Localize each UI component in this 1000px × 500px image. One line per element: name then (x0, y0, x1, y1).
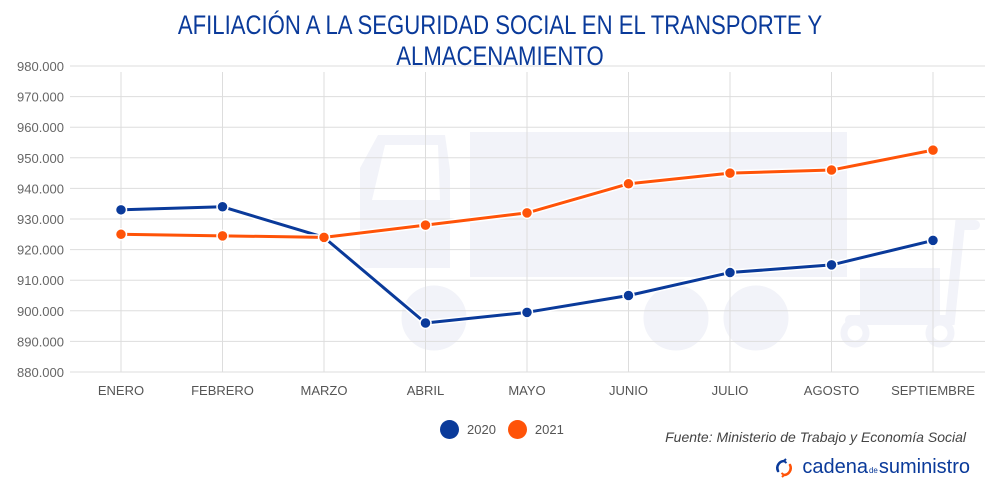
x-tick-label: JULIO (712, 383, 749, 398)
legend-label: 2020 (467, 422, 496, 437)
data-point-2021[interactable] (419, 218, 432, 232)
y-tick-label: 880.000 (17, 365, 64, 380)
data-point-2021[interactable] (622, 177, 635, 191)
x-tick-label: MARZO (301, 383, 348, 398)
series-layer (114, 143, 940, 330)
y-tick-label: 960.000 (17, 120, 64, 135)
y-axis: 980.000 970.000 960.000 950.000 940.000 930.0… (17, 59, 64, 380)
data-point-2021[interactable] (114, 228, 128, 241)
y-tick-label: 910.000 (17, 273, 64, 288)
x-tick-label: ENERO (98, 383, 144, 398)
cycle-arrows-icon (776, 457, 793, 478)
x-tick-label: SEPTIEMBRE (891, 383, 975, 398)
legend-item-2020[interactable]: 2020 (440, 420, 496, 439)
x-tick-label: MAYO (508, 383, 545, 398)
brand-text-2: de (868, 466, 878, 475)
data-point-2020[interactable] (622, 289, 635, 302)
chart-title: AFILIACIÓN A LA SEGURIDAD SOCIAL EN EL T… (177, 10, 823, 71)
series-2021 (114, 143, 940, 244)
x-axis: ENERO FEBRERO MARZO ABRIL MAYO JUNIO JULIO AGOS… (98, 383, 975, 398)
x-tick-label: AGOSTO (804, 383, 859, 398)
data-point-2020[interactable] (520, 306, 534, 319)
y-tick-label: 940.000 (17, 181, 64, 196)
y-tick-label: 890.000 (17, 334, 64, 349)
grid (70, 65, 985, 373)
truck-watermark-icon (360, 132, 980, 354)
legend-item-2021[interactable]: 2021 (507, 420, 564, 439)
legend-label: 2021 (534, 422, 564, 437)
data-point-2021[interactable] (825, 163, 838, 177)
data-point-2020[interactable] (216, 200, 229, 214)
data-point-2020[interactable] (419, 316, 432, 330)
legend: 2020 2021 (440, 420, 570, 439)
x-tick-label: JUNIO (609, 383, 648, 398)
y-tick-label: 970.000 (17, 90, 64, 105)
x-tick-label: FEBRERO (191, 383, 254, 398)
data-point-2021[interactable] (317, 231, 331, 244)
legend-marker-2021 (507, 420, 527, 439)
y-tick-label: 920.000 (17, 243, 64, 258)
data-point-2021[interactable] (520, 206, 534, 220)
data-point-2020[interactable] (114, 203, 128, 217)
brand-text-1: cadena (802, 456, 868, 478)
data-point-2021[interactable] (926, 143, 940, 157)
y-tick-label: 950.000 (17, 151, 64, 166)
data-point-2021[interactable] (216, 229, 229, 243)
data-point-2021[interactable] (723, 166, 737, 180)
y-tick-label: 980.000 (17, 59, 64, 74)
brand-text-3: suministro (878, 456, 970, 478)
data-point-2020[interactable] (825, 258, 838, 272)
x-tick-label: ABRIL (407, 383, 445, 398)
source-note: Fuente: Ministerio de Trabajo y Economía… (665, 429, 966, 445)
data-point-2020[interactable] (926, 234, 940, 247)
y-tick-label: 900.000 (17, 304, 64, 319)
legend-marker-2020 (440, 420, 459, 439)
data-point-2020[interactable] (723, 266, 737, 279)
brand-logo: cadena de suministro (774, 456, 970, 479)
y-tick-label: 930.000 (17, 212, 64, 227)
